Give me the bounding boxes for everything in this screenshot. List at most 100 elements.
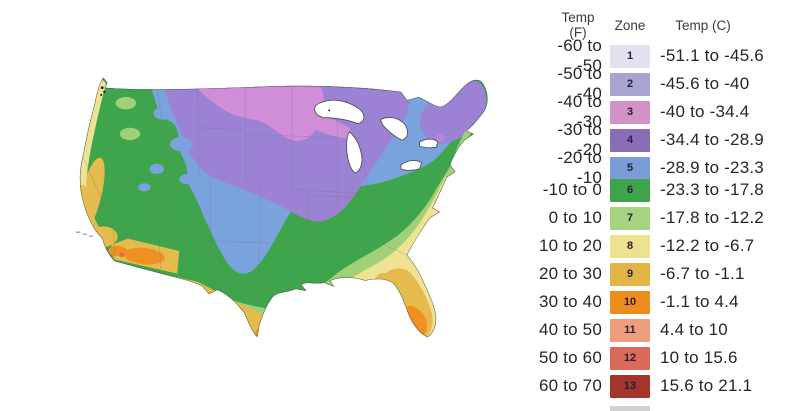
zone-5-swatch: 5 — [610, 156, 650, 180]
temp-c-range: -34.4 to -28.9 — [660, 130, 764, 149]
zone-9-swatch: 9 — [610, 262, 650, 286]
map-zone10-arizona — [123, 247, 165, 265]
lake-erie — [400, 160, 423, 171]
lake-superior — [314, 99, 365, 125]
temp-c-range: -28.9 to -23.3 — [660, 158, 764, 177]
zone-number: 12 — [623, 351, 637, 364]
temp-c-range: -40 to -34.4 — [660, 102, 750, 121]
temp-f-range: 50 to 60 — [538, 348, 602, 367]
temp-f-range: 60 to 70 — [538, 376, 602, 395]
temp-f-range: 30 to 40 — [538, 292, 602, 311]
zone-number: 4 — [626, 133, 634, 146]
map-zone3-superior-arm — [312, 117, 352, 139]
zone-legend: Temp (F) Zone Temp (C) -60 to -50 1 -51.… — [528, 10, 788, 400]
map-zone12-desert-spot — [119, 252, 125, 258]
legend-row: -60 to -50 1 -51.1 to -45.6 — [528, 36, 788, 75]
lake-michigan — [346, 131, 363, 174]
legend-header-zone: Zone — [614, 17, 646, 33]
map-zone6-mountain-west — [100, 85, 197, 251]
map-zone4-northeast — [420, 80, 487, 144]
map-coastline — [79, 77, 488, 338]
zone-8-swatch: 8 — [610, 234, 650, 258]
map-puget-sound-mark — [103, 90, 106, 93]
temp-f-range: 10 to 20 — [538, 236, 602, 255]
map-zone5-colorado-patch — [179, 173, 196, 185]
zone-number: 5 — [626, 161, 634, 174]
us-hardiness-map — [75, 77, 488, 338]
zone-number: 2 — [626, 77, 634, 90]
temp-f-range: -20 to -10 — [557, 148, 602, 187]
zone-number: 10 — [623, 295, 637, 308]
zone-11-swatch: 11 — [610, 318, 650, 342]
temp-f-range: -60 to -50 — [557, 36, 602, 75]
map-zone5-nevada-patch — [138, 183, 151, 192]
legend-header-temp-c: Temp (C) — [675, 17, 731, 33]
zone-1-swatch: 1 — [610, 44, 650, 68]
legend-row: -20 to -10 5 -28.9 to -23.3 — [528, 148, 788, 187]
map-zone8-pacific-coast — [79, 80, 106, 199]
zone-13-swatch: 13 — [610, 374, 650, 398]
temp-c-range: 4.4 to 10 — [660, 320, 728, 339]
temp-f-range: 20 to 30 — [538, 264, 602, 283]
zone-12-swatch: 12 — [610, 346, 650, 370]
us-map-container — [54, 74, 516, 352]
map-zone5-idaho-patch — [153, 107, 173, 120]
great-lakes — [314, 99, 439, 174]
map-zone10-socal-desert — [108, 245, 127, 257]
zone-7-swatch: 7 — [610, 206, 650, 230]
temp-c-range: 10 to 15.6 — [660, 348, 738, 367]
legend-header-row: Temp (F) Zone Temp (C) — [528, 10, 788, 40]
zone-2-swatch: 2 — [610, 72, 650, 96]
legend-row: 10 to 20 8 -12.2 to -6.7 — [528, 232, 788, 260]
map-puget-sound-mark — [100, 86, 104, 90]
map-zone3-band — [197, 84, 324, 141]
legend-row: -10 to 0 6 -23.3 to -17.8 — [528, 176, 788, 204]
temp-c-range: -17.8 to -12.2 — [660, 208, 764, 227]
map-zone7-wa-patch — [115, 96, 137, 110]
temp-f-range: 0 to 10 — [548, 208, 602, 227]
map-puget-sound-mark — [100, 93, 103, 96]
zone-4-swatch: 4 — [610, 128, 650, 152]
zone-10-swatch: 10 — [610, 290, 650, 314]
legend-row: 20 to 30 9 -6.7 to -1.1 — [528, 260, 788, 288]
legend-row: 0 to 10 7 -17.8 to -12.2 — [528, 204, 788, 232]
temp-c-range: -1.1 to 4.4 — [660, 292, 739, 311]
lake-huron — [379, 117, 408, 141]
temp-f-range: -40 to -30 — [557, 92, 602, 131]
map-state-borders — [82, 81, 416, 295]
legend-row: 40 to 50 11 4.4 to 10 — [528, 316, 788, 344]
legend-row: -50 to -40 2 -45.6 to -40 — [528, 64, 788, 103]
zone-number: 13 — [623, 379, 637, 392]
temp-f-range: -30 to -20 — [557, 120, 602, 159]
temp-c-range: 15.6 to 21.1 — [660, 376, 753, 395]
temp-c-range: -51.1 to -45.6 — [660, 46, 764, 65]
temp-f-range: 40 to 50 — [538, 320, 602, 339]
temp-c-range: -12.2 to -6.7 — [660, 236, 755, 255]
zone-number: 7 — [626, 211, 634, 224]
legend-row: -40 to -30 3 -40 to -34.4 — [528, 92, 788, 131]
temp-c-range: -23.3 to -17.8 — [660, 180, 764, 199]
zone-number: 1 — [626, 49, 634, 62]
map-zone7-or-patch — [119, 127, 141, 141]
legend-row: 60 to 70 13 15.6 to 21.1 — [528, 372, 788, 400]
temp-c-range: -45.6 to -40 — [660, 74, 750, 93]
zone-number: 6 — [626, 183, 634, 196]
channel-islands — [75, 231, 94, 237]
lake-ontario — [419, 138, 439, 149]
legend-row: 50 to 60 12 10 to 15.6 — [528, 344, 788, 372]
zone-number: 9 — [626, 267, 634, 280]
cropped-element-sliver — [610, 406, 650, 411]
map-zone5-utah-patch — [149, 163, 164, 174]
zone-6-swatch: 6 — [610, 178, 650, 202]
zone-number: 8 — [626, 239, 634, 252]
map-zone5-wyoming-patch — [170, 137, 193, 152]
map-zone10-florida-tip — [407, 305, 428, 337]
map-zone3-ny-spot — [435, 133, 445, 143]
legend-row: -30 to -20 4 -34.4 to -28.9 — [528, 120, 788, 159]
legend-header-temp-f: Temp (F) — [561, 10, 595, 40]
temp-c-range: -6.7 to -1.1 — [660, 264, 745, 283]
temp-f-range: -10 to 0 — [542, 180, 602, 199]
zone-number: 11 — [624, 323, 636, 336]
legend-row: 30 to 40 10 -1.1 to 4.4 — [528, 288, 788, 316]
